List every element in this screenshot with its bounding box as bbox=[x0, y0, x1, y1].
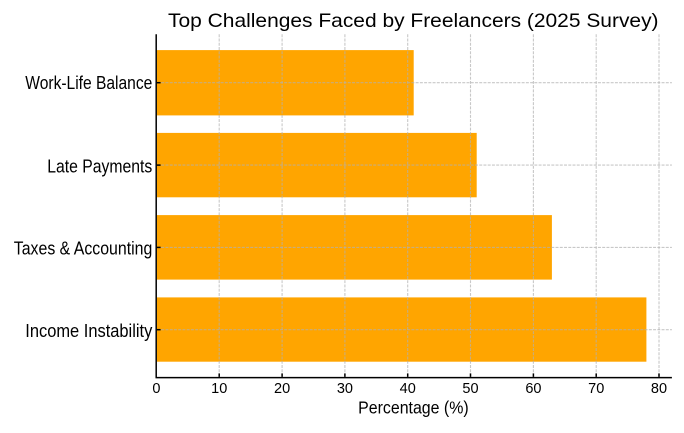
svg-text:40: 40 bbox=[400, 381, 416, 397]
svg-text:70: 70 bbox=[588, 381, 604, 397]
svg-text:50: 50 bbox=[462, 381, 478, 397]
svg-text:80: 80 bbox=[651, 381, 667, 397]
svg-text:Late Payments: Late Payments bbox=[47, 156, 152, 177]
svg-text:30: 30 bbox=[337, 381, 353, 397]
svg-text:Percentage (%): Percentage (%) bbox=[358, 398, 469, 418]
svg-text:0: 0 bbox=[152, 381, 160, 397]
svg-text:Taxes & Accounting: Taxes & Accounting bbox=[14, 238, 153, 259]
svg-text:10: 10 bbox=[211, 381, 227, 397]
svg-text:Work-Life Balance: Work-Life Balance bbox=[25, 72, 152, 93]
svg-text:Income Instability: Income Instability bbox=[25, 320, 153, 341]
svg-text:20: 20 bbox=[274, 381, 290, 397]
svg-text:Top Challenges Faced by Freela: Top Challenges Faced by Freelancers (202… bbox=[168, 10, 659, 32]
svg-text:60: 60 bbox=[525, 381, 541, 397]
